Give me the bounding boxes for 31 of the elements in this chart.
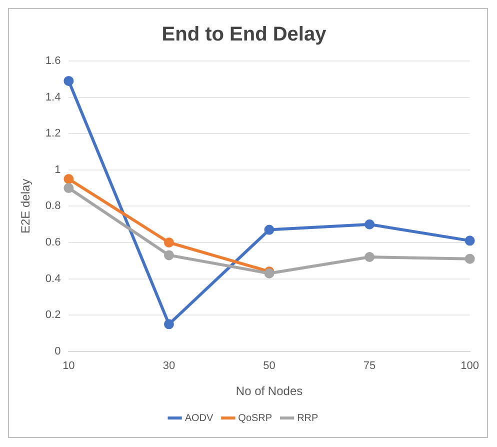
legend-label: RRP: [297, 412, 319, 424]
x-tick-label: 50: [263, 360, 276, 372]
x-axis-title: No of Nodes: [236, 384, 303, 398]
chart-title: End to End Delay: [162, 24, 328, 46]
x-tick-label: 100: [460, 360, 480, 372]
legend-label: AODV: [184, 412, 214, 424]
point: [64, 76, 74, 86]
y-tick-label: 0.6: [45, 236, 61, 249]
point: [164, 319, 174, 330]
point: [364, 252, 375, 262]
x-tick-label: 30: [162, 360, 176, 372]
y-tick-label: 0.8: [45, 200, 61, 212]
point: [164, 238, 174, 248]
y-tick-label: 0.4: [45, 272, 61, 285]
point: [64, 174, 74, 184]
point: [364, 219, 375, 230]
x-tick-label: 75: [363, 360, 376, 372]
y-tick-label: 1.2: [45, 128, 61, 140]
point: [164, 250, 174, 260]
point: [464, 254, 475, 264]
point: [64, 183, 74, 194]
y-axis-title: E2E delay: [18, 178, 33, 234]
legend-label: QoSRP: [238, 412, 272, 424]
point: [464, 236, 475, 246]
y-tick-label: 0: [54, 345, 61, 358]
y-tick-label: 1: [54, 164, 61, 176]
point: [264, 224, 274, 235]
y-tick-label: 0.2: [45, 309, 61, 322]
y-tick-label: 1.4: [45, 91, 61, 104]
y-tick-label: 1.6: [45, 55, 61, 68]
x-tick-label: 10: [62, 360, 75, 372]
